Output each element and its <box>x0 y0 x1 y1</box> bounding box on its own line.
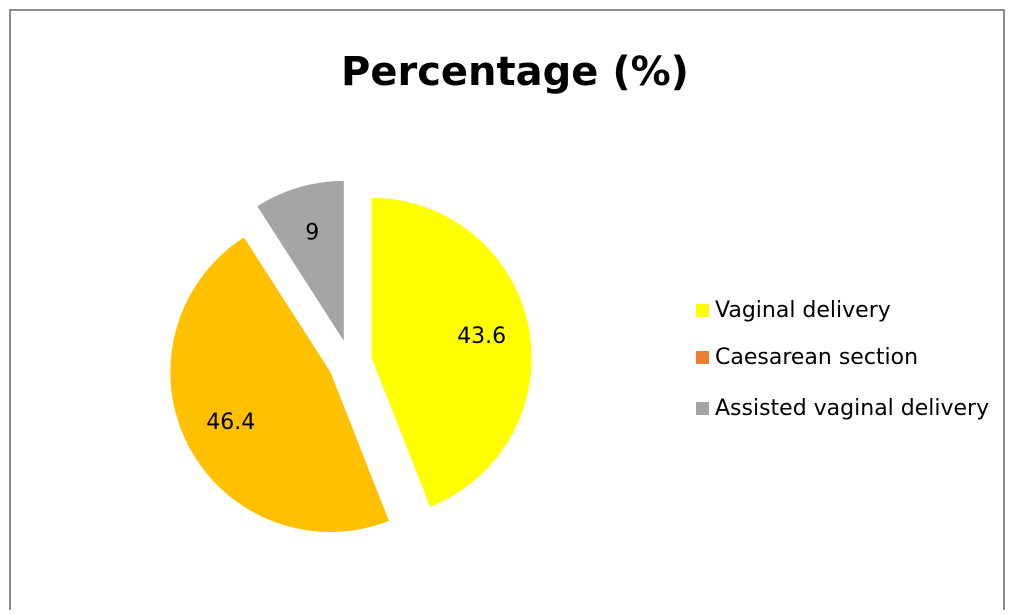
pie-slice <box>170 237 389 533</box>
data-label: 46.4 <box>206 410 255 435</box>
legend-label: Assisted vaginal delivery <box>715 396 989 421</box>
data-label: 9 <box>305 220 319 245</box>
legend-swatch <box>696 402 709 415</box>
pie-slice <box>371 197 532 507</box>
chart-title: Percentage (%) <box>341 49 689 95</box>
data-label: 43.6 <box>457 324 506 349</box>
legend-label: Caesarean section <box>715 345 918 370</box>
pie-slice <box>257 180 344 341</box>
legend-swatch <box>696 351 709 364</box>
legend-swatch <box>696 304 709 317</box>
legend-label: Vaginal delivery <box>715 298 891 323</box>
